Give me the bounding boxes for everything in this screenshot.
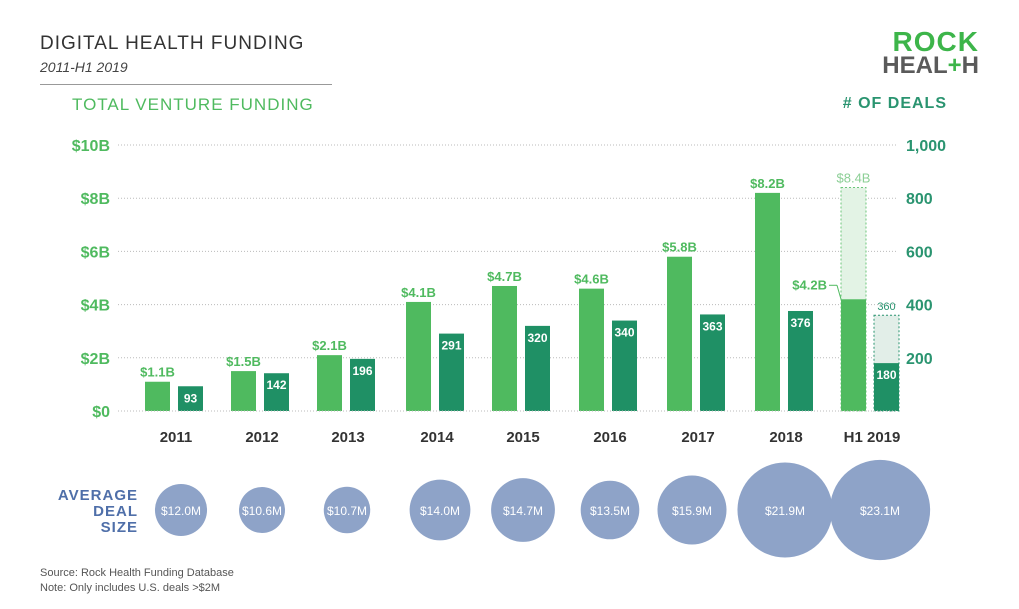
left-tick-label: $10B (72, 138, 110, 155)
funding-label: $4.1B (401, 285, 436, 300)
year-label: 2012 (245, 429, 278, 446)
deals-bar (874, 363, 899, 411)
deals-bar (439, 333, 464, 411)
funding-bar (145, 381, 170, 411)
left-tick-label: $2B (81, 351, 110, 368)
avg-deal-value: $21.9M (765, 504, 805, 518)
avg-deal-bubble (323, 486, 371, 534)
avg-deal-bubble (491, 478, 555, 542)
year-label: 2014 (420, 429, 454, 446)
year-label: 2011 (160, 429, 193, 446)
avg-deal-bubble (657, 475, 727, 545)
avg-deal-value: $12.0M (161, 504, 201, 518)
left-tick-label: $6B (81, 244, 110, 261)
deals-label: 180 (876, 368, 896, 382)
right-tick-label: 1,000 (906, 138, 946, 155)
chart-subtitle: 2011-H1 2019 (40, 59, 128, 75)
right-tick-label: 600 (906, 244, 933, 261)
avg-deal-bubble (580, 480, 640, 540)
avg-deal-value: $14.0M (420, 504, 460, 518)
left-tick-label: $0 (92, 404, 110, 421)
left-tick-label: $4B (81, 298, 110, 315)
deals-bar (788, 310, 813, 411)
funding-bar (841, 299, 866, 411)
funding-bar (579, 288, 604, 411)
funding-bar (667, 256, 692, 411)
rock-health-logo: ROCK HEAL+H (882, 26, 979, 79)
deals-label: 291 (441, 339, 461, 353)
avg-deal-size-label: SIZE (101, 519, 138, 536)
projected-deals-label: 360 (877, 301, 895, 313)
funding-label: $8.2B (750, 176, 785, 191)
funding-label: $5.8B (662, 240, 697, 255)
funding-bar (317, 355, 342, 411)
funding-label: $1.5B (226, 354, 261, 369)
avg-deal-bubble (829, 459, 931, 561)
deals-bar (525, 325, 550, 411)
left-tick-label: $8B (81, 191, 110, 208)
right-axis-title: # OF DEALS (842, 95, 947, 112)
title-divider (40, 84, 332, 85)
funding-bar (406, 301, 431, 411)
funding-label: $1.1B (140, 365, 175, 380)
chart-title: DIGITAL HEALTH FUNDING (40, 33, 305, 54)
footnotes: Source: Rock Health Funding Database Not… (40, 566, 234, 596)
deals-label: 320 (527, 331, 547, 345)
avg-deal-value: $10.6M (242, 504, 282, 518)
avg-deal-bubble (154, 483, 208, 537)
year-label: H1 2019 (844, 429, 901, 446)
deals-bar (700, 314, 725, 411)
funding-bar (492, 285, 517, 411)
right-tick-label: 800 (906, 191, 933, 208)
deals-label: 142 (266, 378, 286, 392)
deals-bar (350, 358, 375, 411)
avg-deal-value: $10.7M (327, 504, 367, 518)
avg-deal-bubble (737, 462, 833, 558)
avg-deal-bubble (409, 479, 471, 541)
deals-label: 363 (702, 319, 722, 333)
label-leader (836, 285, 842, 300)
avg-deal-value: $23.1M (860, 504, 900, 518)
year-label: 2016 (593, 429, 626, 446)
deals-label: 340 (614, 326, 634, 340)
avg-deal-size-label: DEAL (93, 503, 138, 520)
deals-label: 376 (790, 316, 810, 330)
deals-label: 196 (352, 364, 372, 378)
avg-deal-value: $15.9M (672, 504, 712, 518)
projected-funding-label: $8.4B (837, 171, 871, 186)
avg-deal-bubble (238, 486, 286, 534)
funding-label: $2.1B (312, 338, 347, 353)
deals-bar (178, 386, 203, 411)
funding-bar (755, 192, 780, 411)
source-note: Source: Rock Health Funding Database (40, 567, 234, 579)
scope-note: Note: Only includes U.S. deals >$2M (40, 582, 221, 594)
year-label: 2013 (331, 429, 364, 446)
deals-bar (264, 373, 289, 411)
left-axis-title: TOTAL VENTURE FUNDING (72, 95, 314, 114)
avg-deal-value: $13.5M (590, 504, 630, 518)
funding-label: $4.2B (792, 277, 827, 292)
avg-deal-size-label: AVERAGE (58, 487, 138, 504)
year-label: 2015 (506, 429, 539, 446)
funding-label: $4.6B (574, 272, 609, 287)
funding-bar (231, 371, 256, 411)
avg-deal-value: $14.7M (503, 504, 543, 518)
year-label: 2018 (769, 429, 802, 446)
funding-label: $4.7B (487, 269, 522, 284)
deals-label: 93 (184, 391, 198, 405)
year-label: 2017 (681, 429, 714, 446)
deals-bar (612, 320, 637, 411)
right-tick-label: 200 (906, 351, 933, 368)
right-tick-label: 400 (906, 298, 933, 315)
